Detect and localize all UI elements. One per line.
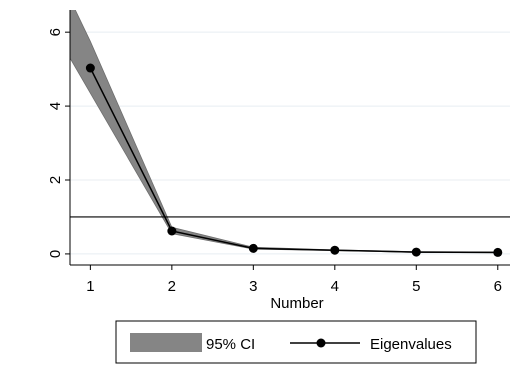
legend-label-eigenvalues: Eigenvalues [370,336,452,353]
x-tick-label: 1 [86,278,94,295]
x-tick-label: 4 [331,278,339,295]
legend-marker-swatch [316,338,326,348]
x-tick-label: 3 [249,278,257,295]
data-point [85,63,95,73]
ci-band [70,10,499,254]
y-tick-label: 6 [47,28,64,36]
axes: 0 2 4 6 1 2 3 4 5 6 [47,10,510,295]
legend-label-ci: 95% CI [206,336,255,353]
ci-band-layer [70,10,499,254]
data-point [248,243,258,253]
x-tick-label: 2 [168,278,176,295]
data-point [330,245,340,255]
series-layer [70,63,510,257]
series-line-eigenvalues [89,67,498,254]
data-point [493,247,503,257]
gridlines [70,31,510,255]
legend-band-swatch [130,333,202,352]
data-point [411,247,421,257]
data-point [167,226,177,236]
x-tick-label: 5 [412,278,420,295]
x-tick-label: 6 [494,278,502,295]
legend: 95% CI Eigenvalues [115,320,477,364]
x-axis-title: Number [270,295,323,312]
y-tick-label: 0 [47,250,64,258]
y-tick-label: 4 [47,102,64,110]
y-tick-label: 2 [47,176,64,184]
